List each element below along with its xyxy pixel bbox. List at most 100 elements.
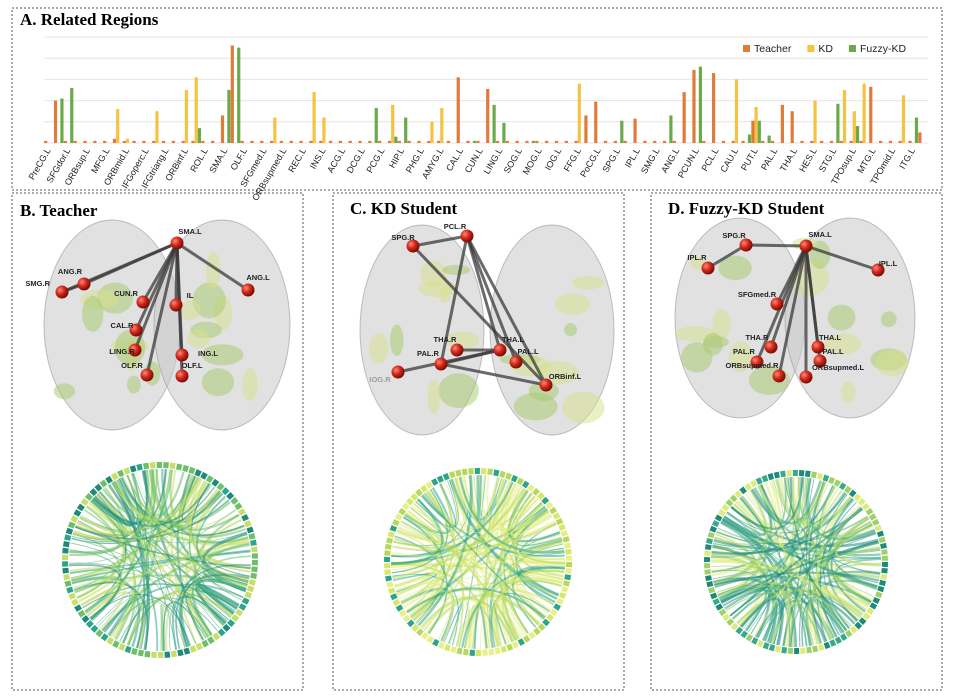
chord-ring-segment <box>871 518 880 526</box>
chord-ring-segment <box>62 554 69 560</box>
region-node <box>739 238 753 252</box>
chord <box>391 488 448 574</box>
chord-ring-segment <box>875 591 883 599</box>
node-label: SPG.R <box>722 231 746 240</box>
chord-ring-segment <box>487 468 494 476</box>
region-node <box>241 283 255 297</box>
bar <box>407 140 411 143</box>
chord-ring-segment <box>880 542 887 549</box>
chord-ring-segment <box>189 645 197 653</box>
bar <box>227 90 231 143</box>
chord-ring-segment <box>62 567 69 574</box>
chord <box>803 477 871 605</box>
node-label: OLF.R <box>121 361 143 370</box>
x-tick-label: LING.L <box>482 146 505 176</box>
chord <box>806 477 881 559</box>
chord-ring-segment <box>405 497 414 506</box>
bar <box>852 111 856 143</box>
chord-ring-segment <box>235 608 244 617</box>
chord-ring-segment <box>806 646 812 654</box>
chord-ring-segment <box>389 524 398 532</box>
bar <box>191 140 195 143</box>
bar <box>613 140 617 143</box>
chord-ring-segment <box>739 486 747 495</box>
bar <box>152 140 156 143</box>
chord-ring-segment <box>421 632 429 640</box>
bar <box>620 120 624 143</box>
chord-ring-segment <box>436 475 444 483</box>
bar <box>486 88 490 143</box>
chord-ring-segment <box>144 650 151 658</box>
bar <box>761 140 765 143</box>
region-blob <box>824 333 862 355</box>
chord-ring-segment <box>200 471 208 480</box>
chord-ring-segment <box>100 633 109 642</box>
region-node <box>170 236 184 250</box>
x-tick-label: DCG.L <box>345 146 367 175</box>
bar <box>751 120 755 143</box>
chord-ring-segment <box>207 636 215 645</box>
bar <box>430 121 434 143</box>
chord-ring-segment <box>80 498 89 506</box>
bar <box>122 140 126 143</box>
chord-ring-segment <box>505 472 512 480</box>
node-label: ORBsupmed.R <box>726 361 780 370</box>
chord <box>69 469 150 557</box>
chord <box>101 583 244 632</box>
chord-ring-segment <box>828 476 836 485</box>
chord <box>111 477 201 522</box>
connection <box>411 244 548 387</box>
chord-ring-segment <box>862 612 871 621</box>
chord-ring-segment <box>881 567 888 574</box>
bar <box>93 140 97 143</box>
chord-ring-segment <box>704 569 711 575</box>
chord-ring-segment <box>67 521 76 529</box>
chord-ring-segment <box>706 537 714 545</box>
bar <box>338 140 342 143</box>
chord-ring-segment <box>248 579 256 586</box>
chord-ring-segment <box>718 608 727 617</box>
region-blob <box>389 324 404 356</box>
chord <box>723 515 812 646</box>
chord-ring-segment <box>817 643 825 651</box>
node-label: PAL.R <box>417 349 440 358</box>
brain-view: SMA.L SPG.R IPL.R IPL.L SFGmed.R THA.R THA.L PA… <box>674 217 916 419</box>
connection <box>397 348 501 374</box>
chord-ring-segment <box>562 580 570 587</box>
chord-ring-segment <box>714 514 723 522</box>
bar <box>633 118 637 143</box>
chord-ring-segment <box>231 614 240 622</box>
legend-label: KD <box>818 43 833 55</box>
bar <box>692 69 696 143</box>
chord <box>160 604 165 651</box>
connection <box>412 234 468 248</box>
region-blob <box>718 255 752 281</box>
chord <box>747 599 779 643</box>
connection <box>465 235 518 363</box>
chord-ring-segment <box>420 484 428 493</box>
chord-ring-segment <box>493 469 500 477</box>
chord-ring-segment <box>564 542 571 549</box>
chord-ring-segment <box>227 619 236 628</box>
node-label: IOG.R <box>369 375 391 384</box>
chord-ring-segment <box>549 608 558 617</box>
bar <box>319 140 323 143</box>
chord <box>186 593 229 641</box>
chord-ring-segment <box>488 648 495 656</box>
region-blob <box>564 323 578 337</box>
chord-ring-segment <box>73 509 82 517</box>
chord <box>392 487 525 580</box>
chord-ring-segment <box>68 592 76 600</box>
chord-ring-segment <box>500 645 508 653</box>
chord-ring-segment <box>556 597 564 605</box>
legend-swatch <box>743 45 750 52</box>
chord-ring-segment <box>704 544 712 551</box>
chord-ring-segment <box>249 539 257 546</box>
chord-ring-segment <box>711 519 720 528</box>
chord-ring-segment <box>450 646 457 654</box>
chord-ring-segment <box>872 596 881 605</box>
region-blob <box>571 275 605 290</box>
chord-ring-segment <box>151 651 157 658</box>
chord-ring-segment <box>512 641 520 649</box>
chord <box>443 602 463 645</box>
